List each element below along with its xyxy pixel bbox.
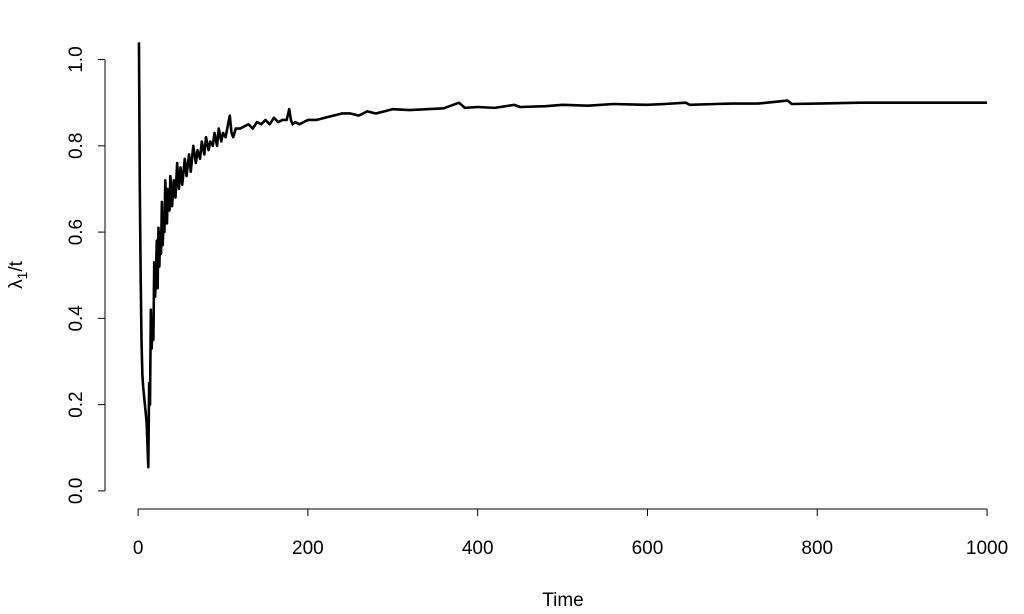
- y-label-subscript: 1: [14, 271, 30, 279]
- y-tick-label: 0.4: [66, 305, 87, 332]
- y-label-rest: /t: [6, 260, 27, 271]
- x-tick-label: 400: [462, 538, 494, 559]
- x-tick-label: 800: [801, 538, 833, 559]
- data-line: [137, 42, 988, 469]
- y-axis-label: λ1/t: [6, 260, 30, 289]
- y-tick-label: 0.2: [66, 391, 87, 417]
- y-tick-label: 0.0: [66, 478, 87, 504]
- y-tick-label: 0.6: [66, 219, 87, 245]
- y-tick-label: 1.0: [66, 46, 87, 72]
- y-label-symbol: λ: [6, 279, 27, 289]
- x-tick-label: 1000: [966, 538, 1008, 559]
- y-tick-label: 0.8: [66, 133, 87, 159]
- x-axis-label: Time: [542, 590, 584, 611]
- x-tick-label: 0: [133, 538, 144, 559]
- x-tick-label: 600: [632, 538, 664, 559]
- x-tick-label: 200: [292, 538, 324, 559]
